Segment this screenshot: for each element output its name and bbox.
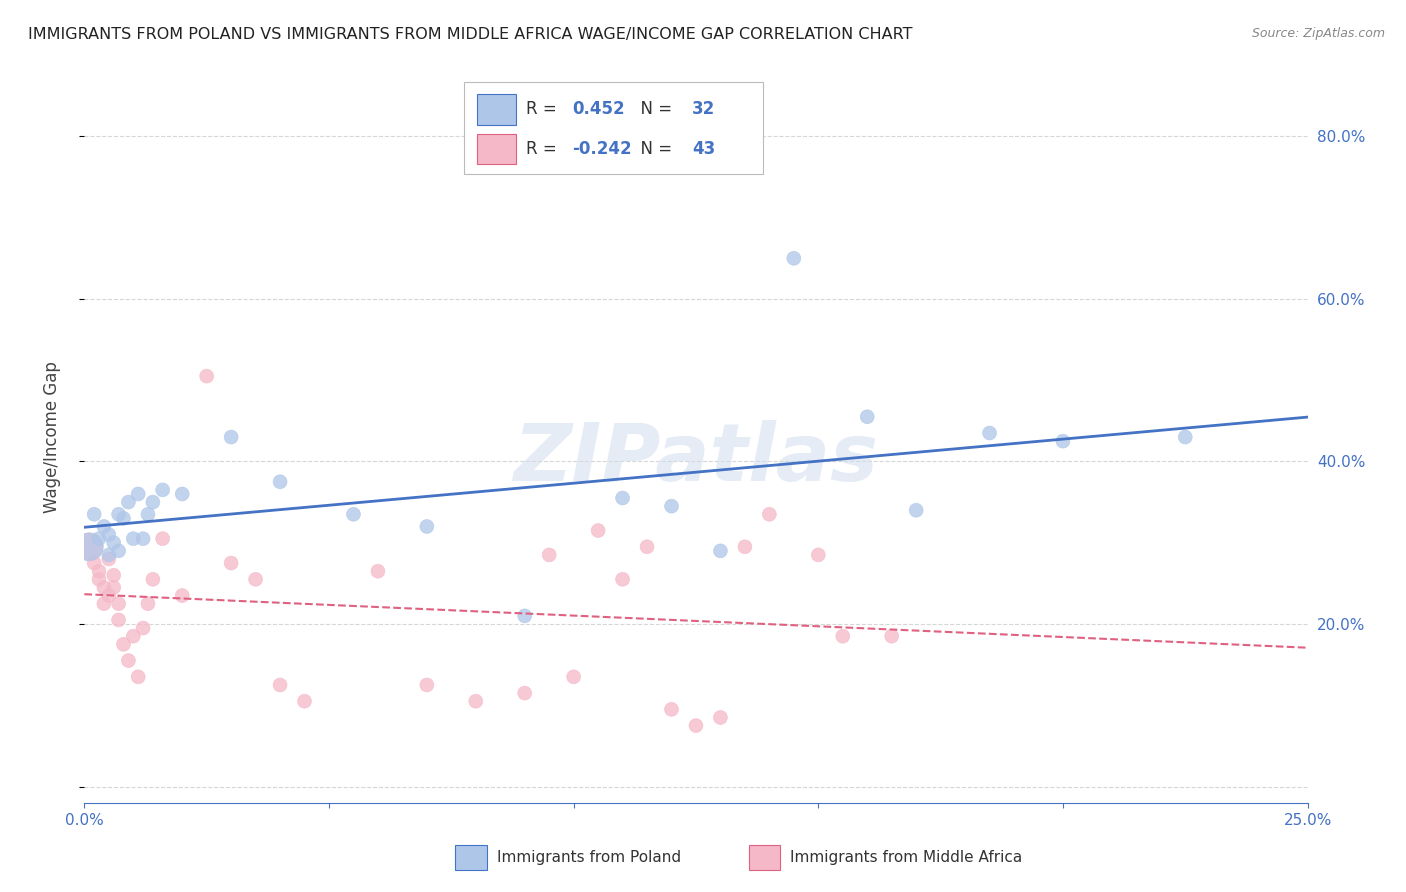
Point	[132, 532, 155, 546]
Point	[152, 483, 174, 497]
Point	[97, 589, 120, 603]
Point	[77, 540, 100, 554]
Point	[416, 519, 439, 533]
Point	[122, 629, 145, 643]
Point	[127, 670, 149, 684]
Point	[142, 572, 165, 586]
Point	[172, 487, 194, 501]
Point	[661, 702, 683, 716]
Point	[856, 409, 879, 424]
Point	[758, 508, 780, 522]
Point	[513, 608, 536, 623]
Point	[93, 597, 115, 611]
Point	[77, 540, 100, 554]
Point	[1052, 434, 1074, 449]
Point	[83, 508, 105, 522]
Point	[807, 548, 830, 562]
Point	[112, 511, 135, 525]
Text: Source: ZipAtlas.com: Source: ZipAtlas.com	[1251, 27, 1385, 40]
Point	[513, 686, 536, 700]
Point	[117, 495, 139, 509]
Point	[612, 491, 634, 505]
Text: 0.452: 0.452	[572, 101, 626, 119]
Point	[107, 508, 129, 522]
Point	[1174, 430, 1197, 444]
Point	[562, 670, 585, 684]
Text: R =: R =	[526, 140, 562, 158]
Point	[172, 589, 194, 603]
Text: IMMIGRANTS FROM POLAND VS IMMIGRANTS FROM MIDDLE AFRICA WAGE/INCOME GAP CORRELAT: IMMIGRANTS FROM POLAND VS IMMIGRANTS FRO…	[28, 27, 912, 42]
Point	[905, 503, 928, 517]
FancyBboxPatch shape	[456, 846, 486, 870]
Point	[464, 694, 486, 708]
Point	[142, 495, 165, 509]
Point	[269, 678, 291, 692]
Point	[734, 540, 756, 554]
Point	[103, 535, 125, 549]
FancyBboxPatch shape	[477, 94, 516, 125]
Point	[107, 597, 129, 611]
Point	[195, 369, 218, 384]
Point	[783, 252, 806, 266]
Point	[661, 499, 683, 513]
Text: Immigrants from Poland: Immigrants from Poland	[496, 850, 681, 865]
Point	[97, 552, 120, 566]
Point	[103, 581, 125, 595]
Point	[87, 532, 110, 546]
Point	[245, 572, 267, 586]
Point	[636, 540, 658, 554]
Point	[586, 524, 609, 538]
Point	[136, 597, 159, 611]
Point	[219, 430, 242, 444]
Text: Immigrants from Middle Africa: Immigrants from Middle Africa	[790, 850, 1022, 865]
Point	[612, 572, 634, 586]
Point	[127, 487, 149, 501]
Text: R =: R =	[526, 101, 562, 119]
Y-axis label: Wage/Income Gap: Wage/Income Gap	[42, 361, 60, 513]
Point	[87, 564, 110, 578]
FancyBboxPatch shape	[477, 134, 516, 164]
Point	[136, 508, 159, 522]
Point	[709, 544, 731, 558]
Text: 32: 32	[692, 101, 716, 119]
Point	[107, 544, 129, 558]
Point	[880, 629, 903, 643]
Point	[269, 475, 291, 489]
FancyBboxPatch shape	[748, 846, 780, 870]
Point	[152, 532, 174, 546]
Point	[685, 718, 707, 732]
Point	[97, 527, 120, 541]
Point	[538, 548, 561, 562]
Text: 43: 43	[692, 140, 716, 158]
Point	[416, 678, 439, 692]
Text: ZIPatlas: ZIPatlas	[513, 420, 879, 498]
Point	[132, 621, 155, 635]
Text: N =: N =	[630, 101, 678, 119]
Point	[83, 556, 105, 570]
Point	[979, 425, 1001, 440]
Point	[342, 508, 364, 522]
Point	[831, 629, 853, 643]
Point	[107, 613, 129, 627]
Point	[87, 572, 110, 586]
Point	[709, 710, 731, 724]
Point	[93, 581, 115, 595]
Point	[103, 568, 125, 582]
FancyBboxPatch shape	[464, 82, 763, 174]
Point	[122, 532, 145, 546]
Point	[367, 564, 389, 578]
Point	[112, 637, 135, 651]
Point	[294, 694, 316, 708]
Point	[93, 519, 115, 533]
Point	[97, 548, 120, 562]
Text: N =: N =	[630, 140, 678, 158]
Point	[219, 556, 242, 570]
Point	[117, 654, 139, 668]
Text: -0.242: -0.242	[572, 140, 633, 158]
